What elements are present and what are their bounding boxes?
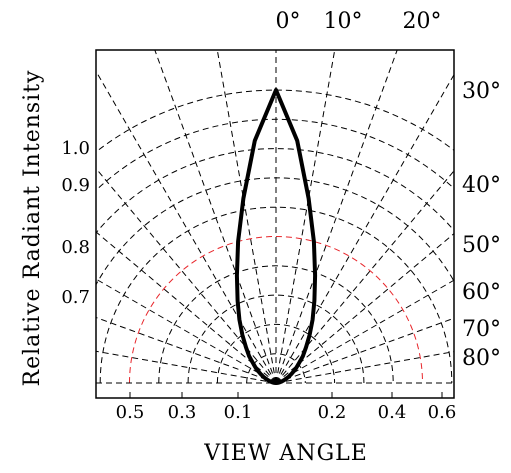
radius-gridline-0-5 — [129, 236, 423, 384]
angle-gridline-80 — [275, 351, 454, 384]
angle-label-30: 30° — [462, 79, 501, 104]
angle-label-70: 70° — [462, 317, 501, 342]
radius-label-1-0: 1.0 — [61, 138, 90, 159]
radius-gridline-0-9 — [96, 118, 454, 192]
y-axis-title: Relative Radiant Intensity — [20, 70, 45, 387]
radius-label-0-9: 0.9 — [61, 175, 90, 196]
radius-gridline-0-6 — [99, 206, 453, 384]
radius-label-0-8: 0.8 — [61, 237, 90, 258]
angle-gridline--80 — [96, 350, 277, 384]
bottom-label-0-4: 0.4 — [378, 402, 407, 423]
radius-gridlines — [96, 89, 454, 384]
angle-label-50: 50° — [462, 233, 501, 258]
x-axis-title: VIEW ANGLE — [203, 441, 368, 466]
intensity-curve-group — [234, 88, 318, 385]
angle-label-60: 60° — [462, 280, 501, 305]
plot-frame — [95, 49, 455, 399]
bottom-ticks — [129, 392, 443, 398]
angle-label-10: 10° — [324, 9, 363, 34]
bottom-label-0-1: 0.1 — [224, 402, 253, 423]
radius-label-0-7: 0.7 — [61, 287, 90, 308]
bottom-label-0-3: 0.3 — [168, 402, 197, 423]
bottom-label-0-5: 0.5 — [116, 402, 145, 423]
radius-gridline-0-2 — [216, 323, 336, 384]
radius-gridline-0-3 — [187, 294, 365, 384]
radius-gridline-0-1 — [246, 353, 306, 384]
radius-gridline-0-4 — [158, 265, 394, 384]
bottom-label-0-6: 0.6 — [428, 402, 457, 423]
intensity-curve — [234, 88, 318, 385]
angle-label-40: 40° — [462, 173, 501, 198]
bottom-label-0-2: 0.2 — [318, 402, 347, 423]
angle-gridline--10 — [216, 50, 277, 384]
angle-label-20: 20° — [403, 9, 442, 34]
angle-label-0: 0° — [276, 9, 301, 34]
angle-gridlines — [96, 50, 454, 384]
angle-label-80: 80° — [462, 346, 501, 371]
angle-gridline-10 — [275, 50, 336, 384]
radius-gridline-0-7 — [96, 177, 454, 286]
